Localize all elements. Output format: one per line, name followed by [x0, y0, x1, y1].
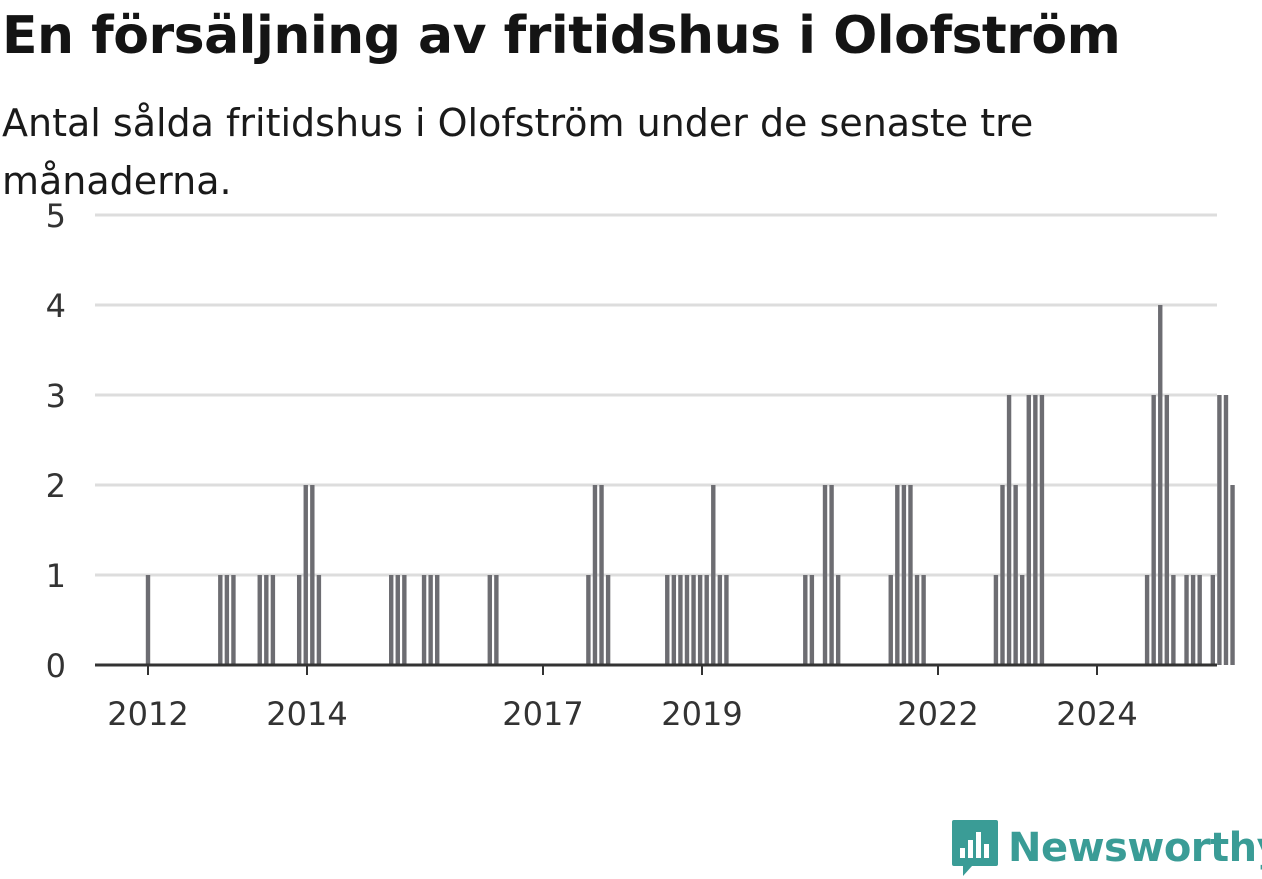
x-tick-label: 2017 [502, 695, 583, 733]
bar [888, 575, 893, 665]
x-tick-label: 2014 [266, 695, 347, 733]
bar [1000, 485, 1005, 665]
bar [1171, 575, 1176, 665]
bar [711, 485, 716, 665]
bar [487, 575, 492, 665]
bar [829, 485, 834, 665]
bar [257, 575, 262, 665]
x-tick-label: 2012 [107, 695, 188, 733]
bar [835, 575, 841, 665]
x-axis-ticks: 2012 2014 2017 2019 2022 2024 [107, 665, 1138, 733]
y-tick-label: 2 [46, 467, 66, 505]
brand-name: Newsworthy [1008, 825, 1262, 871]
bar [296, 575, 302, 665]
bar [993, 575, 999, 665]
bar [678, 575, 683, 665]
bar [1164, 395, 1170, 665]
x-tick-label: 2022 [897, 695, 978, 733]
bar [231, 575, 236, 665]
bar [921, 575, 926, 665]
bar [1197, 575, 1202, 665]
bar [1210, 575, 1216, 665]
bar [1190, 575, 1196, 665]
bar [1158, 305, 1163, 665]
bar [1223, 395, 1229, 665]
y-tick-label: 5 [46, 197, 66, 235]
bar [822, 485, 828, 665]
bar [316, 575, 322, 665]
y-tick-label: 3 [46, 377, 66, 415]
bar [1039, 395, 1045, 665]
bar [1151, 395, 1156, 665]
bar [724, 575, 729, 665]
newsworthy-logo: Newsworthy [950, 818, 1262, 878]
bar [704, 575, 709, 665]
bar [395, 575, 400, 665]
bar [671, 575, 677, 665]
bar [310, 485, 315, 665]
bar [224, 575, 230, 665]
bar [809, 575, 815, 665]
bar [592, 485, 598, 665]
bar [1144, 575, 1150, 665]
bar [402, 575, 407, 665]
bar [1020, 575, 1025, 665]
bar [435, 575, 440, 665]
bar [270, 575, 276, 665]
bar [494, 575, 499, 665]
y-tick-label: 4 [46, 287, 66, 325]
bar [665, 575, 670, 665]
bars [145, 305, 1235, 665]
bar [1026, 395, 1031, 665]
bar [803, 575, 808, 665]
bar [895, 485, 900, 665]
bar [389, 575, 394, 665]
x-tick-label: 2019 [661, 695, 742, 733]
bar [1006, 395, 1012, 665]
bar [901, 485, 907, 665]
bar [684, 575, 690, 665]
bar [717, 575, 723, 665]
bar [1033, 395, 1038, 665]
bar [303, 485, 308, 665]
bar [421, 575, 427, 665]
bar [1217, 395, 1222, 665]
y-tick-label: 1 [46, 557, 66, 595]
y-axis-ticks: 0 1 2 3 4 5 [46, 197, 66, 685]
bar [586, 575, 591, 665]
bar [908, 485, 913, 665]
chart-title: En försäljning av fritidshus i Olofström [2, 6, 1121, 66]
y-tick-label: 0 [46, 647, 66, 685]
bar [1184, 575, 1189, 665]
bar [1230, 485, 1235, 665]
bar [145, 575, 151, 665]
bar [428, 575, 433, 665]
bar-chart: 0 1 2 3 4 5 2012 2014 2017 2019 2022 2024 1 [46, 197, 1235, 733]
bar [264, 575, 269, 665]
bar [218, 575, 223, 665]
newsworthy-bar-chart-icon [952, 820, 998, 876]
bar [1013, 485, 1018, 665]
chart-subtitle: Antal sålda fritidshus i Olofström under… [2, 101, 1034, 203]
bar [599, 485, 604, 665]
grid-lines [95, 213, 1217, 577]
x-tick-label: 2024 [1056, 695, 1137, 733]
bar [697, 575, 703, 665]
bar [691, 575, 696, 665]
bar [605, 575, 611, 665]
bar [914, 575, 920, 665]
